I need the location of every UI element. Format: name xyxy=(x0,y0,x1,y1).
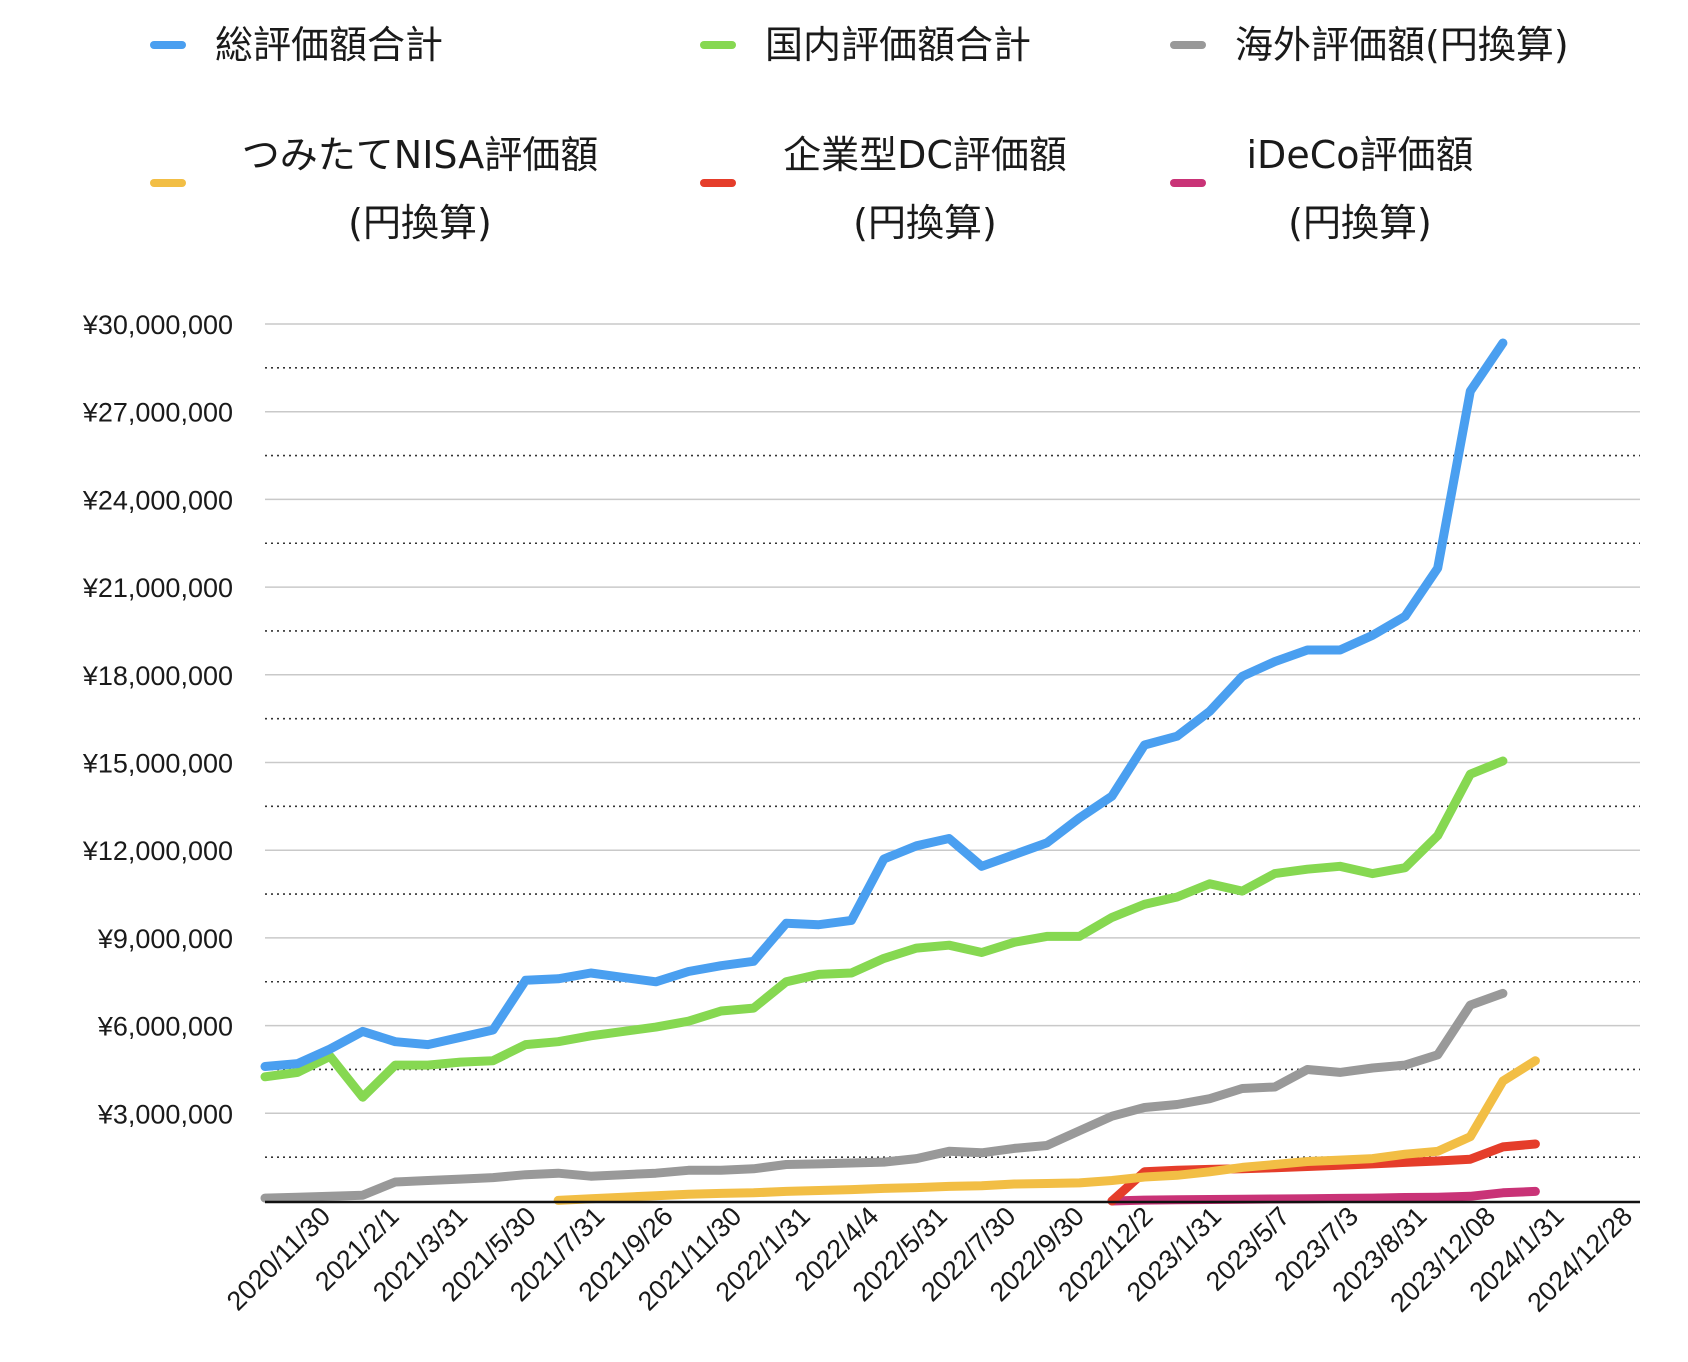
legend-label-dc: 企業型DC評価額 xyxy=(783,133,1067,177)
series-line-foreign xyxy=(260,988,1508,1203)
chart-series xyxy=(260,338,1540,1206)
legend-item-nisa: つみたてNISA評価額 (円換算) xyxy=(150,133,598,245)
y-tick-label: ¥12,000,000 xyxy=(82,836,233,866)
legend-label-domestic: 国内評価額合計 xyxy=(765,23,1031,67)
series-line-nisa xyxy=(553,1056,1540,1205)
legend-swatch-foreign xyxy=(1170,41,1206,49)
y-axis-ticks: ¥3,000,000 ¥6,000,000 ¥9,000,000 ¥12,000,00… xyxy=(82,310,233,1129)
y-tick-label: ¥18,000,000 xyxy=(82,661,233,691)
y-tick-label: ¥3,000,000 xyxy=(97,1099,233,1129)
legend-label-ideco: iDeCo評価額 xyxy=(1247,133,1474,177)
legend-label2-dc: (円換算) xyxy=(853,201,997,245)
legend-item-foreign: 海外評価額(円換算) xyxy=(1170,23,1569,67)
y-tick-label: ¥15,000,000 xyxy=(82,749,233,779)
legend-label2-ideco: (円換算) xyxy=(1288,201,1432,245)
legend-label-nisa: つみたてNISA評価額 xyxy=(242,133,598,177)
legend-swatch-domestic xyxy=(700,41,736,49)
series-line-domestic xyxy=(260,756,1508,1102)
chart-grid xyxy=(265,323,1640,1158)
legend-label2-nisa: (円換算) xyxy=(348,201,492,245)
series-line-ideco xyxy=(1107,1186,1540,1206)
legend-item-ideco: iDeCo評価額 (円換算) xyxy=(1170,133,1473,245)
chart-legend: 総評価額合計 国内評価額合計 海外評価額(円換算)つみたてNISA評価額(円換算)企… xyxy=(150,23,1569,245)
legend-swatch-total xyxy=(150,41,186,49)
legend-swatch-nisa xyxy=(150,179,186,187)
y-tick-label: ¥30,000,000 xyxy=(82,310,233,340)
y-tick-label: ¥27,000,000 xyxy=(82,398,233,428)
legend-item-domestic: 国内評価額合計 xyxy=(700,23,1031,67)
y-tick-label: ¥24,000,000 xyxy=(82,485,233,515)
series-line-dc xyxy=(1107,1139,1540,1206)
y-tick-label: ¥21,000,000 xyxy=(82,573,233,603)
legend-swatch-ideco xyxy=(1170,179,1206,187)
legend-item-total: 総評価額合計 xyxy=(150,23,443,67)
legend-swatch-dc xyxy=(700,179,736,187)
legend-label-total: 総評価額合計 xyxy=(215,23,443,67)
y-tick-label: ¥6,000,000 xyxy=(97,1012,233,1042)
x-axis-ticks: 2020/11/302021/2/12021/3/312021/5/302021… xyxy=(221,1201,1638,1318)
legend-label-foreign: 海外評価額(円換算) xyxy=(1235,23,1569,67)
x-tick-label: 2020/11/30 xyxy=(221,1201,336,1316)
y-tick-label: ¥9,000,000 xyxy=(97,924,233,954)
series-line-total xyxy=(260,338,1508,1071)
legend-item-dc: 企業型DC評価額 (円換算) xyxy=(700,133,1067,245)
